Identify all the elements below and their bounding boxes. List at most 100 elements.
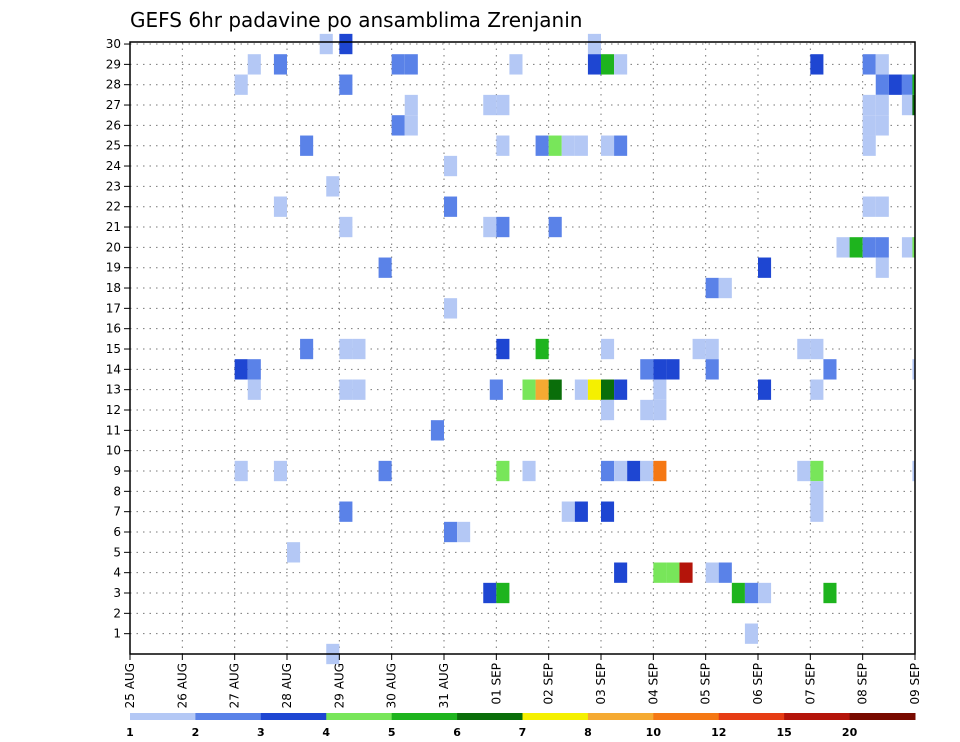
y-tick-label: 18: [106, 281, 121, 295]
precip-cell: [718, 277, 732, 299]
precip-cell: [653, 359, 667, 380]
precip-cell: [574, 379, 588, 400]
y-tick-label: 6: [113, 525, 121, 539]
y-tick-label: 21: [106, 220, 121, 234]
precip-cell: [404, 115, 418, 136]
precip-cell: [666, 359, 680, 380]
colorbar-label: 6: [453, 726, 461, 739]
precip-cell: [653, 460, 667, 482]
precip-cell: [912, 94, 915, 116]
y-tick-label: 27: [106, 98, 121, 112]
precip-cell: [666, 562, 680, 583]
precip-cell: [391, 54, 405, 75]
colorbar-label: 8: [584, 726, 592, 739]
precip-cell: [339, 33, 353, 55]
precip-cell: [901, 94, 915, 116]
precip-cell: [653, 562, 667, 583]
precip-cell: [496, 94, 510, 116]
precip-cell: [457, 521, 471, 543]
colorbar-swatch: [522, 713, 589, 720]
precip-cell: [444, 155, 458, 177]
colorbar: 1 2 3 4 5 6 7 8 10 12 15 20: [126, 713, 916, 739]
x-tick-label: 09 SEP: [908, 663, 922, 705]
x-tick-label: 29 AUG: [332, 663, 346, 708]
x-tick-label: 31 AUG: [437, 663, 451, 708]
colorbar-swatch: [457, 713, 523, 720]
colorbar-label: 15: [777, 726, 792, 739]
x-tick-label: 28 AUG: [280, 663, 294, 708]
precip-cell: [705, 562, 719, 583]
y-axis-ticks: 1234567891011121314151617181920212223242…: [106, 37, 130, 641]
colorbar-swatch: [653, 713, 720, 720]
colorbar-label: 2: [192, 726, 200, 739]
precip-cell: [587, 379, 601, 400]
precip-cell: [587, 33, 601, 55]
precip-cell: [601, 399, 615, 421]
y-tick-label: 19: [106, 261, 121, 275]
precip-cell: [352, 338, 366, 360]
precip-cell: [758, 379, 772, 400]
precip-cell: [483, 582, 497, 604]
colorbar-label: 4: [322, 726, 330, 739]
y-tick-label: 4: [113, 566, 121, 580]
precip-cell: [862, 196, 876, 217]
x-tick-label: 08 SEP: [856, 663, 870, 705]
precip-cell: [901, 237, 915, 258]
precip-cell: [574, 501, 588, 522]
y-tick-label: 5: [113, 545, 121, 559]
precip-cell: [444, 196, 458, 217]
precip-cell: [862, 115, 876, 136]
precip-cell: [744, 582, 758, 604]
y-tick-label: 24: [106, 159, 121, 173]
precip-cell: [535, 135, 549, 156]
precip-cell: [300, 338, 314, 360]
precip-cell: [548, 216, 562, 238]
precip-cell: [614, 54, 628, 75]
precip-cell: [758, 257, 772, 278]
precip-cell: [352, 379, 366, 400]
y-tick-label: 12: [106, 403, 121, 417]
y-tick-label: 17: [106, 301, 121, 315]
precip-cell: [430, 420, 444, 441]
colorbar-swatch: [718, 713, 785, 720]
precip-cell: [875, 54, 889, 75]
precip-cell: [273, 196, 287, 217]
precip-cell: [444, 298, 458, 319]
precip-cell: [548, 379, 562, 400]
precip-cell: [601, 135, 615, 156]
x-tick-label: 26 AUG: [175, 663, 189, 708]
x-tick-label: 25 AUG: [123, 663, 137, 708]
precip-cell: [640, 399, 654, 421]
precip-cell: [875, 74, 889, 95]
precip-cell: [875, 94, 889, 116]
x-tick-label: 05 SEP: [699, 663, 713, 705]
y-tick-label: 14: [106, 362, 121, 376]
precip-cell: [640, 359, 654, 380]
y-tick-label: 20: [106, 240, 121, 254]
precip-cell: [875, 257, 889, 278]
precip-cell: [601, 379, 615, 400]
precip-cell: [640, 460, 654, 482]
y-tick-label: 30: [106, 37, 121, 51]
precip-cell: [496, 460, 510, 482]
precip-cells: [234, 33, 915, 665]
precip-cell: [496, 582, 510, 604]
precip-cell: [483, 216, 497, 238]
precip-cell: [614, 460, 628, 482]
y-tick-label: 8: [113, 484, 121, 498]
precip-cell: [496, 216, 510, 238]
precip-cell: [810, 460, 824, 482]
precip-cell: [797, 338, 811, 360]
colorbar-swatch: [391, 713, 458, 720]
precip-cell: [535, 338, 549, 360]
precip-cell: [705, 277, 719, 299]
precip-cell: [912, 359, 915, 380]
precip-cell: [234, 460, 248, 482]
x-tick-label: 30 AUG: [385, 663, 399, 708]
precip-cell: [810, 481, 824, 502]
precip-cell: [744, 623, 758, 644]
x-tick-label: 07 SEP: [803, 663, 817, 705]
y-tick-label: 3: [113, 586, 121, 600]
precip-cell: [574, 135, 588, 156]
precip-cell: [234, 74, 248, 95]
